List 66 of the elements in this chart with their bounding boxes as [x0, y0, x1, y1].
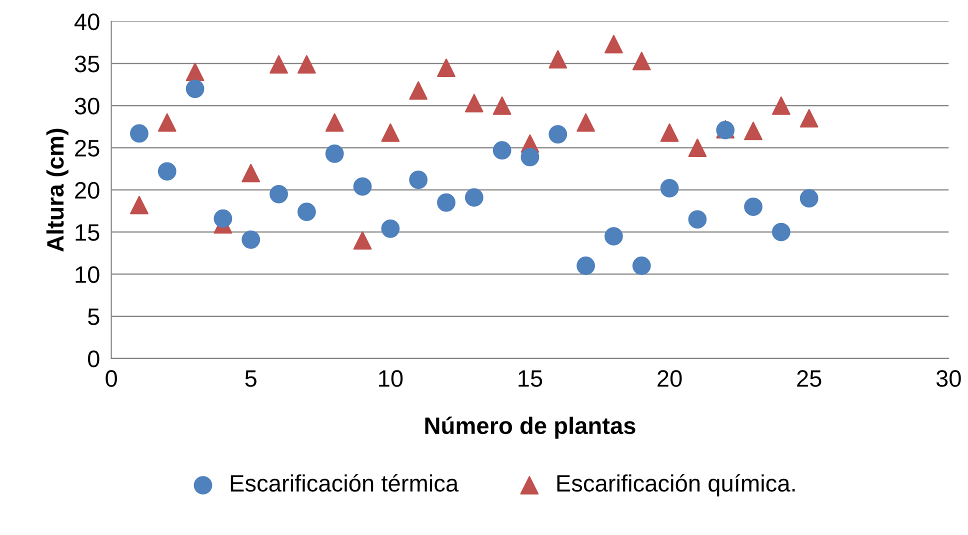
point [576, 113, 595, 132]
point [492, 141, 512, 160]
point [297, 55, 316, 74]
point [800, 189, 818, 208]
point [660, 123, 679, 142]
point [744, 198, 762, 216]
y-tick-label: 25 [75, 140, 100, 157]
point [520, 148, 540, 166]
point [492, 96, 512, 115]
point [632, 52, 651, 70]
x-axis-title: Número de plantas [425, 416, 636, 439]
y-tick-label: 20 [75, 182, 100, 199]
point [660, 179, 679, 198]
y-tick-label: 5 [88, 308, 100, 326]
y-tick-label: 15 [76, 224, 100, 241]
point [800, 109, 818, 128]
point [186, 62, 204, 82]
x-tick-label: 30 [936, 370, 961, 387]
point [381, 123, 400, 142]
y-tick-label: 30 [74, 98, 100, 114]
x-tick-label: 15 [518, 370, 542, 387]
point [604, 34, 623, 54]
y-tick-label: 40 [74, 13, 100, 30]
point [632, 256, 651, 275]
legend-label: Escarificación química. [557, 474, 795, 496]
point [130, 196, 148, 214]
point [297, 202, 316, 222]
point [744, 122, 762, 140]
point [214, 209, 232, 228]
point [186, 80, 204, 98]
point [548, 125, 568, 144]
point [437, 58, 456, 77]
point [381, 219, 400, 238]
point [464, 94, 484, 112]
point [409, 170, 428, 190]
point [772, 222, 790, 242]
legend-label: Escarificación térmica [230, 474, 459, 492]
point [688, 210, 707, 229]
point [437, 193, 456, 212]
x-tick-label: 5 [245, 370, 256, 387]
point [158, 162, 176, 181]
point [325, 144, 344, 163]
point [242, 164, 260, 182]
point [576, 256, 595, 275]
y-axis-title: Altura (cm) [46, 128, 68, 252]
point [242, 230, 260, 249]
point [270, 184, 288, 204]
x-tick-label: 25 [797, 370, 822, 387]
point [548, 50, 568, 69]
x-tick-label: 20 [658, 370, 682, 387]
point [688, 138, 707, 157]
point [353, 177, 372, 196]
point [353, 231, 372, 250]
point [325, 113, 344, 132]
point [409, 81, 428, 100]
point [604, 227, 623, 246]
y-tick-label: 0 [88, 350, 100, 368]
point [772, 96, 790, 115]
y-tick-label: 35 [74, 56, 100, 72]
point [270, 55, 288, 74]
point [158, 113, 176, 132]
x-tick-label: 0 [106, 370, 117, 387]
point [130, 124, 148, 143]
y-tick-label: 10 [76, 266, 100, 283]
x-tick-label: 10 [379, 370, 403, 387]
point [464, 188, 484, 207]
